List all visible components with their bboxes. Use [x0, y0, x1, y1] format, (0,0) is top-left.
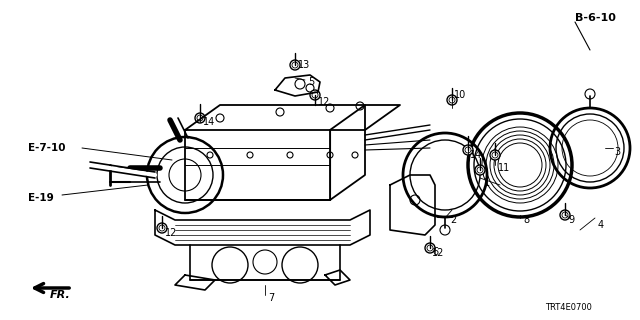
Circle shape	[195, 113, 205, 123]
Text: 12: 12	[165, 228, 177, 238]
Text: 12: 12	[318, 97, 330, 107]
Circle shape	[447, 95, 457, 105]
Text: B-6-10: B-6-10	[575, 13, 616, 23]
Text: FR.: FR.	[50, 290, 71, 300]
Text: 9: 9	[568, 215, 574, 225]
Text: 4: 4	[598, 220, 604, 230]
Text: 7: 7	[268, 293, 275, 303]
Text: E-7-10: E-7-10	[28, 143, 65, 153]
Text: E-19: E-19	[28, 193, 54, 203]
Circle shape	[560, 210, 570, 220]
Circle shape	[490, 150, 500, 160]
Circle shape	[157, 223, 167, 233]
Text: 5: 5	[308, 77, 314, 87]
Text: 6: 6	[432, 247, 438, 257]
Text: 2: 2	[450, 215, 456, 225]
Text: 14: 14	[203, 117, 215, 127]
Text: 10: 10	[454, 90, 467, 100]
Circle shape	[585, 89, 595, 99]
Circle shape	[463, 145, 473, 155]
Text: 11: 11	[498, 163, 510, 173]
Circle shape	[475, 165, 485, 175]
Text: 12: 12	[432, 248, 444, 258]
Circle shape	[290, 60, 300, 70]
Text: 1: 1	[484, 178, 490, 188]
Text: 3: 3	[614, 147, 620, 157]
Circle shape	[440, 225, 450, 235]
Text: TRT4E0700: TRT4E0700	[545, 303, 592, 313]
Circle shape	[425, 243, 435, 253]
Text: 13: 13	[298, 60, 310, 70]
Text: 8: 8	[523, 215, 529, 225]
Circle shape	[310, 90, 320, 100]
Text: 14: 14	[470, 150, 483, 160]
